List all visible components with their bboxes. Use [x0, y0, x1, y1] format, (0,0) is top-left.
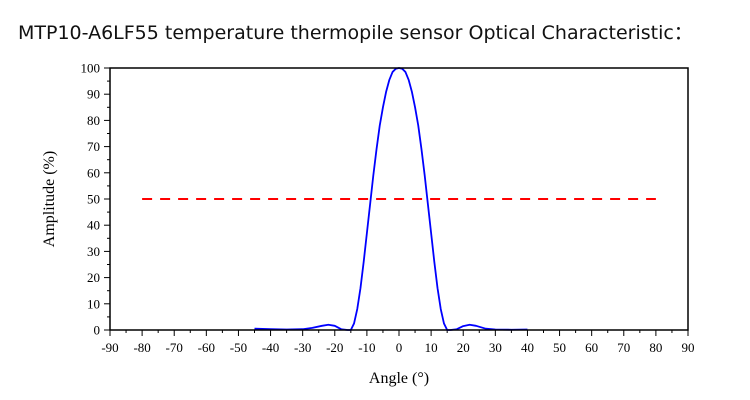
x-tick-label: -60 — [198, 340, 215, 355]
x-tick-label: 50 — [553, 340, 566, 355]
x-tick-label: -20 — [326, 340, 343, 355]
x-tick-label: -70 — [166, 340, 183, 355]
x-tick-label: 70 — [617, 340, 630, 355]
x-tick-label: 60 — [585, 340, 598, 355]
x-tick-label: 80 — [649, 340, 662, 355]
y-tick-label: 90 — [87, 87, 100, 102]
y-tick-label: 80 — [87, 113, 100, 128]
x-axis-label: Angle (°) — [369, 370, 429, 387]
y-tick-label: 10 — [87, 296, 100, 311]
y-tick-label: 60 — [87, 165, 100, 180]
x-tick-label: 90 — [682, 340, 695, 355]
x-tick-label: 40 — [521, 340, 534, 355]
x-tick-label: 10 — [425, 340, 438, 355]
x-tick-label: -50 — [230, 340, 247, 355]
x-tick-label: -10 — [358, 340, 375, 355]
y-axis-label: Amplitude (%) — [41, 151, 58, 247]
y-tick-label: 50 — [87, 192, 100, 207]
x-tick-label: 20 — [457, 340, 470, 355]
y-tick-label: 0 — [94, 323, 101, 338]
y-tick-label: 30 — [87, 244, 100, 259]
series-layer — [142, 67, 656, 331]
x-tick-label: -30 — [294, 340, 311, 355]
y-tick-label: 40 — [87, 218, 100, 233]
plot-frame — [109, 67, 689, 331]
x-tick-label: -80 — [133, 340, 150, 355]
y-tick-label: 20 — [87, 270, 100, 285]
ticks-layer: -90 -80 -70 -60 -50 -40 -30 -20 -10 0 10 20 30 40 50 60… — [81, 61, 695, 356]
y-tick-label: 100 — [81, 61, 101, 76]
x-tick-label: 0 — [396, 340, 403, 355]
page-title: MTP10-A6LF55 temperature thermopile sens… — [18, 22, 693, 44]
y-tick-label: 70 — [87, 139, 100, 154]
x-tick-label: -90 — [101, 340, 118, 355]
x-tick-label: 30 — [489, 340, 502, 355]
x-tick-label: -40 — [262, 340, 279, 355]
